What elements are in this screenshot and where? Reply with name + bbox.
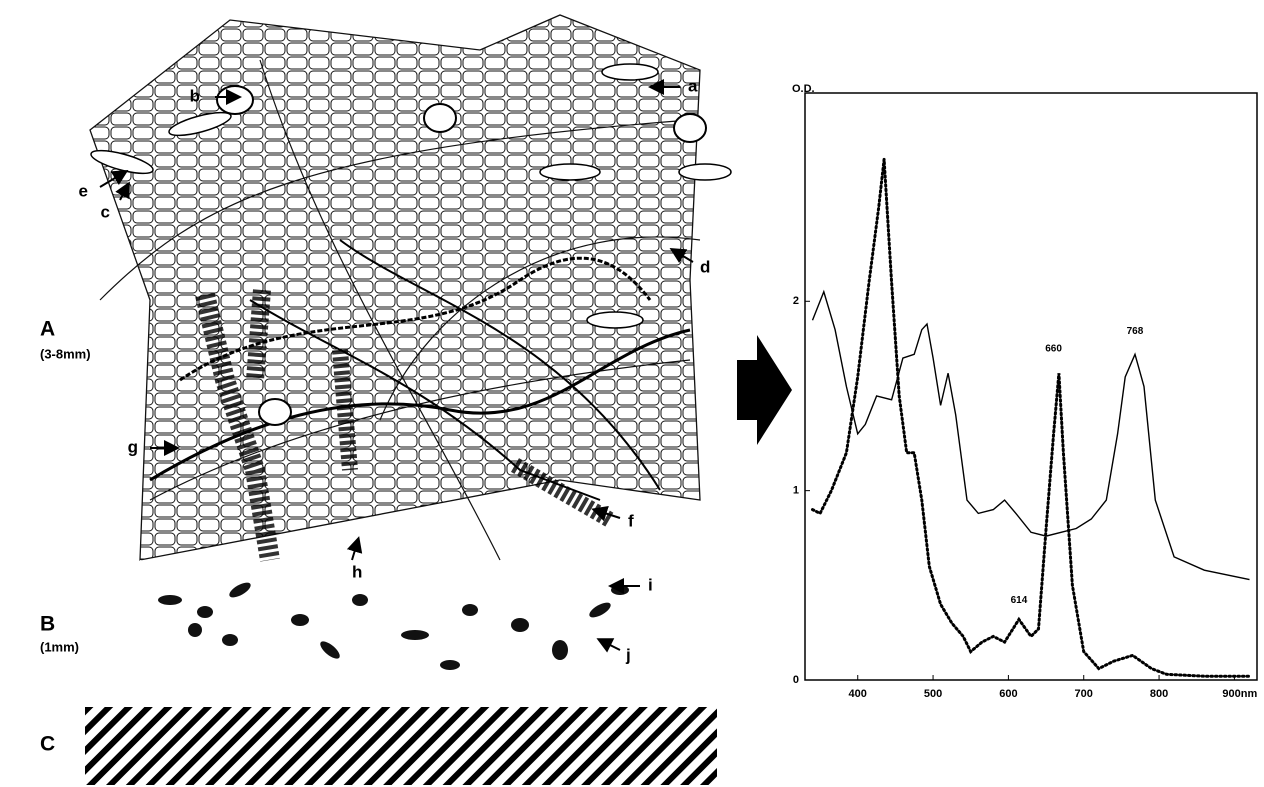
y-axis-label: O.D. <box>792 83 815 95</box>
chart: O.D. 0 1 2 400 500 600 700 800 900nm 614 660 768 <box>792 83 1258 700</box>
organism-label: a <box>688 76 698 95</box>
peak-label: 660 <box>1045 343 1062 354</box>
y-tick-label: 2 <box>793 295 799 307</box>
label-arrow <box>591 506 621 522</box>
plot-frame <box>804 92 1258 681</box>
organism-label: h <box>352 562 362 581</box>
x-tick-label: 800 <box>1150 688 1168 700</box>
label-arrow <box>115 181 130 201</box>
organism-label: g <box>128 437 138 456</box>
x-tick-label: 400 <box>849 688 867 700</box>
peak-label: 614 <box>1011 595 1028 606</box>
organism-label: c <box>101 202 110 221</box>
organism-label: d <box>700 257 710 276</box>
x-tick-label: 600 <box>999 688 1017 700</box>
organism-label: i <box>648 575 653 594</box>
label-arrow <box>99 169 129 188</box>
label-arrow <box>596 638 621 653</box>
spectrum-line <box>811 159 1251 678</box>
layer-depth: (1mm) <box>40 639 79 654</box>
layer-depth: (3-8mm) <box>40 346 91 361</box>
layer-label: C <box>40 733 55 756</box>
mat-drawing <box>85 14 792 785</box>
label-arrow <box>346 536 363 561</box>
x-tick-label: 900nm <box>1222 688 1257 700</box>
organism-label: e <box>79 181 88 200</box>
y-tick-label: 1 <box>793 485 799 497</box>
spectrum-line <box>811 289 1250 581</box>
organism-label: j <box>625 645 631 664</box>
organism-label: b <box>190 86 200 105</box>
organism-label: f <box>628 511 634 530</box>
layer-label: A <box>40 318 55 341</box>
x-tick-label: 500 <box>924 688 942 700</box>
layer-label: B <box>40 613 55 636</box>
peak-label: 768 <box>1127 326 1144 337</box>
illustration-labels: A (3-8mm) B (1mm) Ca b c d e f g h i j <box>40 76 710 755</box>
y-tick-label: 0 <box>793 674 799 686</box>
label-arrow <box>669 247 694 264</box>
x-tick-label: 700 <box>1075 688 1093 700</box>
